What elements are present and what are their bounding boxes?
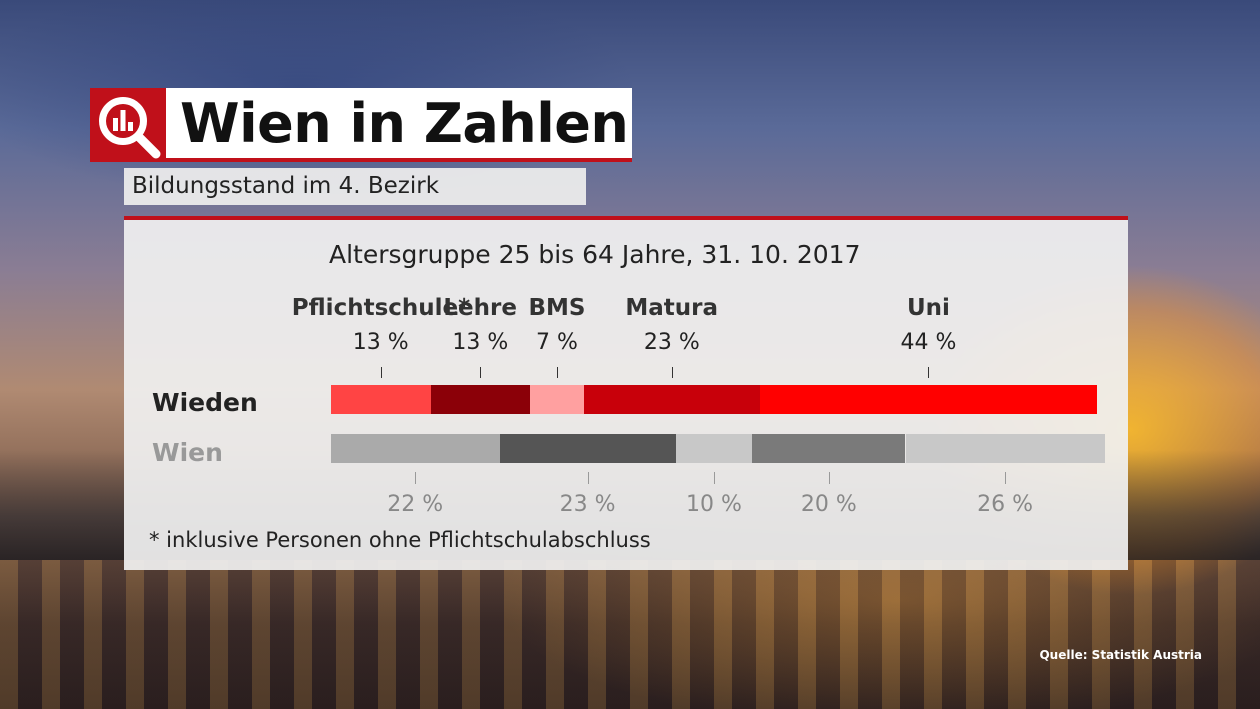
bar-wieden-4 xyxy=(583,385,760,414)
row-label-wien: Wien xyxy=(152,438,223,467)
bar-wieden-5 xyxy=(759,385,1097,414)
tick-wien-5 xyxy=(1005,472,1006,484)
value-label-wieden-5: 44 % xyxy=(900,330,957,355)
tick-wien-2 xyxy=(588,472,589,484)
page-title: Wien in Zahlen xyxy=(180,92,629,155)
bar-wien-1 xyxy=(331,434,500,463)
category-label-1: Pflichtschule* xyxy=(291,295,471,321)
value-label-wien-3: 10 % xyxy=(686,492,742,517)
tick-wieden-4 xyxy=(672,367,673,378)
value-label-wieden-3: 7 % xyxy=(535,330,578,355)
value-label-wieden-4: 23 % xyxy=(643,330,700,355)
source-label: Quelle: Statistik Austria xyxy=(1039,648,1202,662)
category-label-3: BMS xyxy=(528,295,586,321)
tick-wieden-1 xyxy=(381,367,382,378)
value-label-wien-2: 23 % xyxy=(559,492,616,517)
page-subtitle: Bildungsstand im 4. Bezirk xyxy=(132,173,440,199)
tick-wieden-5 xyxy=(928,367,929,378)
bar-wieden-2 xyxy=(430,385,531,414)
bar-wien-2 xyxy=(499,434,676,463)
category-label-4: Matura xyxy=(625,295,718,321)
bar-wien-5 xyxy=(905,434,1105,463)
bar-wieden-3 xyxy=(530,385,584,414)
bar-chart-magnifier-icon xyxy=(90,88,166,162)
value-label-wien-5: 26 % xyxy=(977,492,1033,517)
bar-wien-4 xyxy=(752,434,906,463)
tick-wien-3 xyxy=(714,472,715,484)
category-label-2: Lehre xyxy=(443,295,517,321)
value-label-wieden-2: 13 % xyxy=(452,330,509,355)
title-box: Wien in Zahlen xyxy=(166,88,632,162)
tick-wieden-3 xyxy=(557,367,558,378)
subtitle-box: Bildungsstand im 4. Bezirk xyxy=(124,168,586,205)
value-label-wieden-1: 13 % xyxy=(352,330,409,355)
tick-wien-1 xyxy=(415,472,416,484)
footnote: * inklusive Personen ohne Pflichtschulab… xyxy=(149,528,651,552)
value-label-wien-4: 20 % xyxy=(800,492,857,517)
value-label-wien-1: 22 % xyxy=(387,492,444,517)
chart-panel: Altersgruppe 25 bis 64 Jahre, 31. 10. 20… xyxy=(124,216,1128,570)
background-water xyxy=(0,560,1260,709)
row-label-wieden: Wieden xyxy=(152,388,258,417)
chart-title: Altersgruppe 25 bis 64 Jahre, 31. 10. 20… xyxy=(329,240,861,269)
bar-wien-3 xyxy=(675,434,753,463)
tick-wieden-2 xyxy=(480,367,481,378)
tick-wien-4 xyxy=(829,472,830,484)
bar-wieden-1 xyxy=(331,385,431,414)
category-label-5: Uni xyxy=(906,295,950,321)
